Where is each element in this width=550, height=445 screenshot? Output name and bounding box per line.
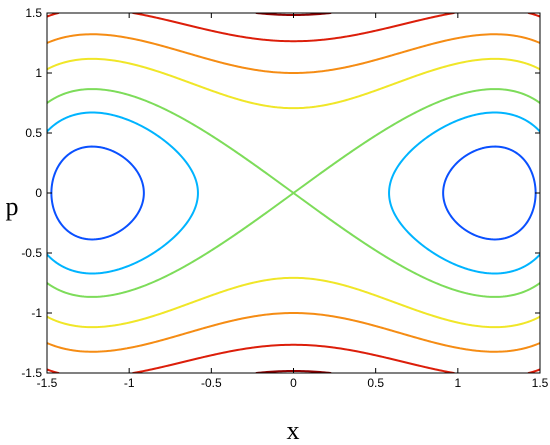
x-tick-label: 0.5 <box>367 376 384 390</box>
axis-ticks: -1.5 -1 -0.5 0 0.5 1 1.5 1.5 1 0.5 0 -0.5 -1 -1.5 <box>21 6 548 390</box>
contour-line-3 <box>50 145 537 241</box>
contour-line-4 <box>47 111 540 275</box>
x-tick-label: -0.5 <box>201 376 222 390</box>
y-tick-label: 0.5 <box>25 126 42 140</box>
x-tick-label: 1.5 <box>532 376 549 390</box>
contour-line-5 <box>47 88 540 298</box>
x-tick-label: 1 <box>454 376 461 390</box>
y-tick-label: 1 <box>35 66 42 80</box>
y-tick-label: -1 <box>31 306 42 320</box>
y-axis-label: p <box>6 192 19 221</box>
x-tick-label: -1 <box>124 376 135 390</box>
contour-line-6 <box>47 57 540 329</box>
y-tick-label: 0 <box>35 186 42 200</box>
x-tick-label: 0 <box>290 376 297 390</box>
y-tick-label: -1.5 <box>21 366 42 380</box>
y-tick-label: 1.5 <box>25 6 42 20</box>
y-tick-label: -0.5 <box>21 246 42 260</box>
contour-line-8 <box>47 13 540 373</box>
x-axis-label: x <box>287 416 300 445</box>
x-tick-label: -1.5 <box>37 376 58 390</box>
contour-line-7 <box>47 33 540 353</box>
